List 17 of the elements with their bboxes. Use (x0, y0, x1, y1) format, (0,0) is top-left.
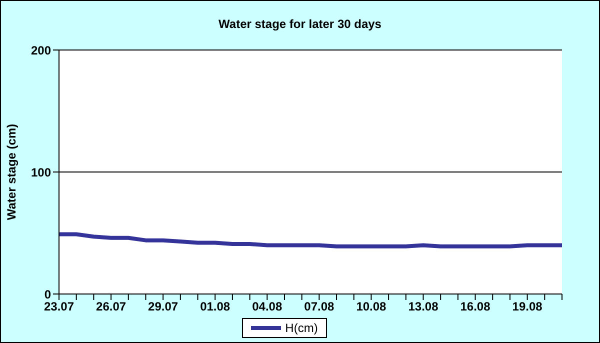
line-series (57, 232, 564, 248)
y-tick-label: 200 (30, 43, 52, 58)
x-tick-label: 10.08 (356, 300, 387, 314)
x-tick-label: 19.08 (512, 300, 543, 314)
x-tick-label: 23.07 (44, 300, 74, 314)
x-tick-label: 29.07 (148, 300, 178, 314)
y-tick-label: 0 (44, 287, 52, 302)
y-axis-title: Water stage (cm) (4, 124, 18, 220)
x-tick-label: 26.07 (96, 300, 126, 314)
x-tick-label: 07.08 (304, 300, 335, 314)
x-tick-label: 04.08 (252, 300, 282, 314)
legend-label: H(cm) (285, 321, 318, 335)
x-tick-label: 01.08 (200, 300, 230, 314)
y-tick-label: 100 (30, 165, 52, 180)
x-tick-label: 13.08 (408, 300, 439, 314)
chart-title: Water stage for later 30 days (218, 17, 382, 31)
x-tick-label: 16.08 (460, 300, 491, 314)
